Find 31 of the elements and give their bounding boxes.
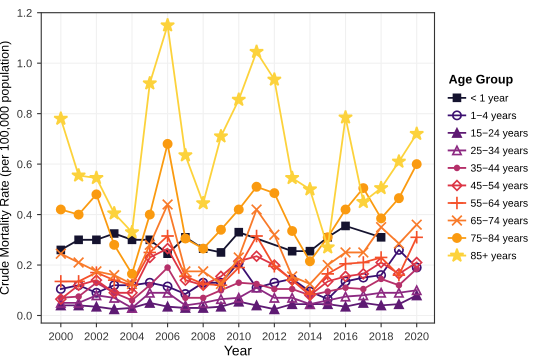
y-tick-label: 0.4 xyxy=(17,210,32,219)
y-tick-label: 0.8 xyxy=(17,110,32,118)
y-tick-label: 0.6 xyxy=(17,160,32,168)
x-axis-title: Year xyxy=(224,346,252,356)
legend-label: 1−4 years xyxy=(471,112,516,122)
y-tick-label: 1.0 xyxy=(18,59,32,68)
x-tick-label: 2000 xyxy=(49,332,73,340)
legend-label: 25−34 years xyxy=(471,146,528,156)
legend-label: 45−54 years xyxy=(470,182,528,192)
x-tick-label: 2010 xyxy=(226,332,251,340)
x-tick-label: 2008 xyxy=(191,332,216,340)
legend-label: 75−84 years xyxy=(471,234,528,244)
y-axis-title: Crude Mortality Rate (per 100,000 population) xyxy=(0,42,12,294)
legend-label: 65−74 years xyxy=(471,216,528,226)
legend-label: 15−24 years xyxy=(471,129,528,139)
y-tick-label: 0.2 xyxy=(17,261,32,270)
legend-label: < 1 year xyxy=(471,94,508,104)
x-tick-label: 2014 xyxy=(298,332,322,340)
y-tick-label: 0.0 xyxy=(17,312,32,320)
legend-label: 35−44 years xyxy=(470,164,528,174)
x-tick-label: 2002 xyxy=(84,332,108,340)
x-tick-label: 2020 xyxy=(404,332,429,340)
legend-label: 55−64 years xyxy=(470,199,528,209)
x-tick-label: 2006 xyxy=(156,332,180,340)
x-tick-label: 2016 xyxy=(334,332,358,340)
x-tick-label: 2012 xyxy=(262,332,286,340)
y-tick-label: 1.2 xyxy=(18,8,32,17)
x-tick-label: 2018 xyxy=(369,332,393,340)
legend-label: 85+ years xyxy=(470,252,516,262)
x-tick-label: 2004 xyxy=(120,332,144,340)
legend-title: Age Group xyxy=(448,74,513,86)
